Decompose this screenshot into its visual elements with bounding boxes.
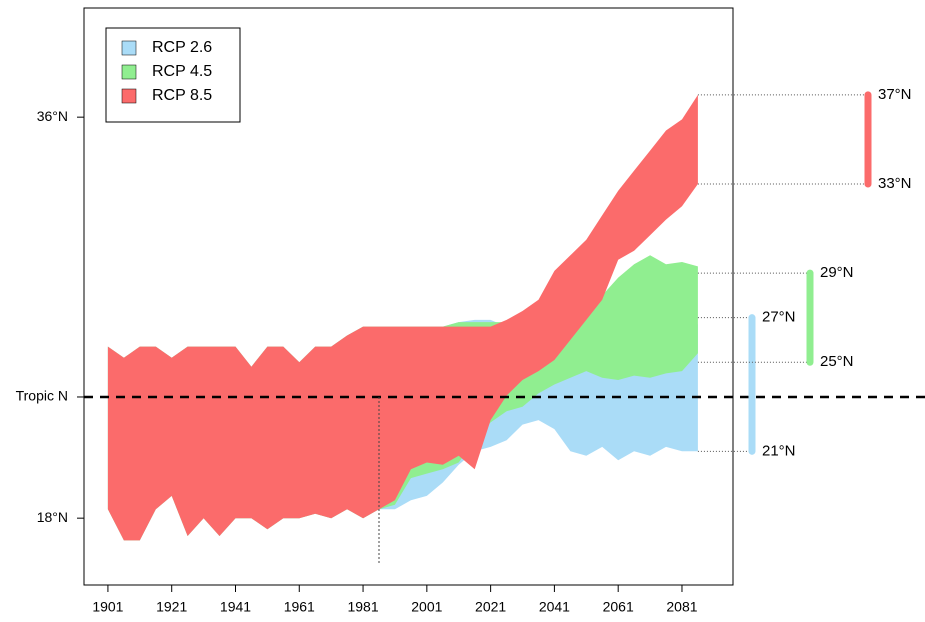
range-label: 29°N (820, 264, 854, 281)
x-tick-label: 2061 (603, 599, 634, 615)
x-tick-label: 1941 (220, 599, 251, 615)
legend-label: RCP 2.6 (152, 39, 212, 56)
legend-swatch (121, 88, 137, 104)
y-tick-label: 18°N (37, 509, 68, 525)
x-tick-label: 1901 (92, 599, 123, 615)
x-tick-label: 2021 (475, 599, 506, 615)
range-label: 33°N (878, 175, 912, 192)
y-tick-label: Tropic N (16, 388, 68, 404)
legend-label: RCP 8.5 (152, 87, 212, 104)
legend-label: RCP 4.5 (152, 63, 212, 80)
x-tick-label: 1961 (284, 599, 315, 615)
x-tick-label: 2001 (411, 599, 442, 615)
x-tick-label: 1921 (156, 599, 187, 615)
x-tick-label: 2041 (539, 599, 570, 615)
range-label: 21°N (762, 442, 796, 459)
legend-swatch (121, 40, 137, 56)
x-tick-label: 1981 (347, 599, 378, 615)
range-label: 37°N (878, 86, 912, 103)
x-tick-label: 2081 (666, 599, 697, 615)
legend-swatch (121, 64, 137, 80)
band (107, 94, 698, 541)
range-label: 27°N (762, 309, 796, 326)
y-tick-label: 36°N (37, 108, 68, 124)
range-label: 25°N (820, 353, 854, 370)
